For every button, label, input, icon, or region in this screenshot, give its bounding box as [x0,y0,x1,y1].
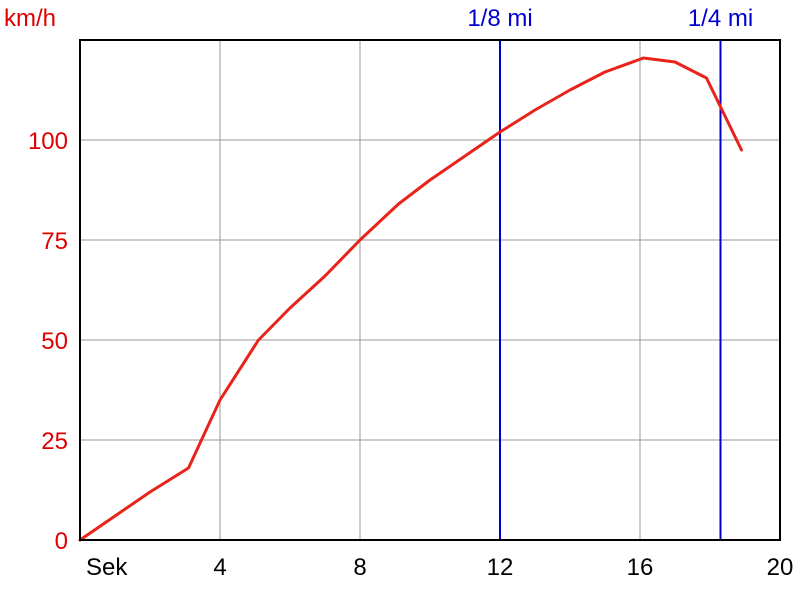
distance-marker-label: 1/8 mi [467,5,532,32]
y-tick-label: 25 [41,428,68,455]
y-axis-label: km/h [4,5,56,32]
grid-layer [80,40,780,540]
distance-markers: 1/8 mi 1/4 mi [467,5,753,540]
x-tick-label: 8 [353,554,366,581]
distance-marker-label: 1/4 mi [688,5,753,32]
series-layer [78,56,743,542]
y-tick-labels: 0 25 50 75 100 [28,128,68,555]
speed-series-line [78,56,743,542]
y-tick-label: 75 [41,228,68,255]
x-tick-label: 16 [627,554,654,581]
x-axis-label: Sek [86,554,128,581]
y-tick-label: 50 [41,328,68,355]
x-tick-labels: 4 8 12 16 20 [213,554,793,581]
x-tick-label: 20 [767,554,794,581]
plot-frame [79,39,781,541]
x-tick-label: 12 [487,554,514,581]
y-tick-label: 100 [28,128,68,155]
y-tick-label: 0 [55,528,68,555]
x-tick-label: 4 [213,554,226,581]
